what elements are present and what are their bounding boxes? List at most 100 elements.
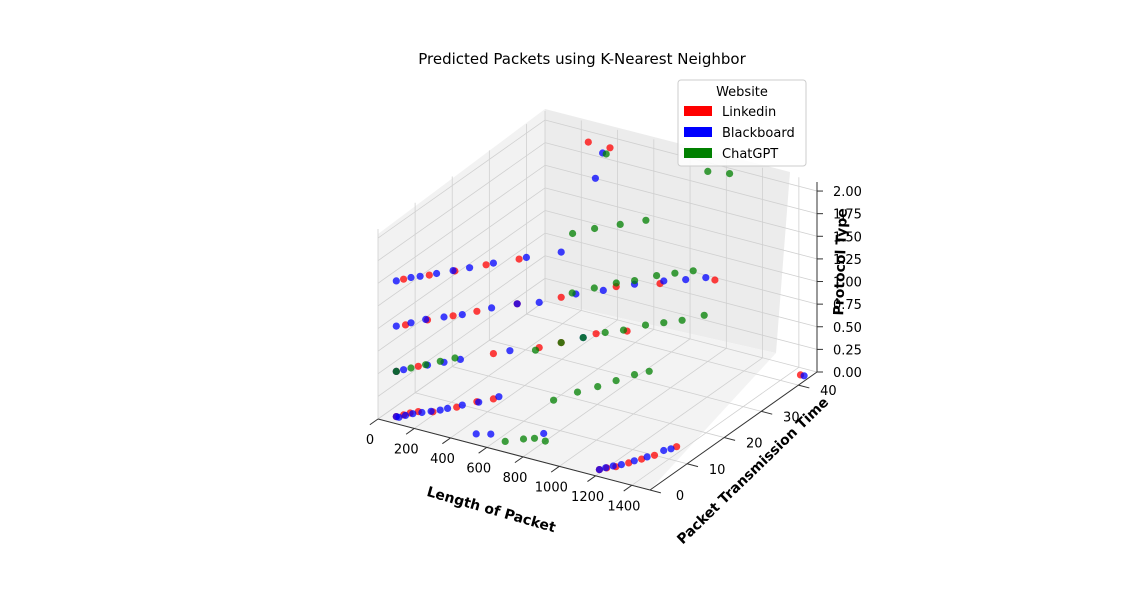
- point-blackboard: [591, 174, 600, 182]
- x-axis-line: [377, 418, 651, 491]
- point-blackboard: [436, 406, 444, 414]
- z-tick-label: 2.00: [833, 185, 862, 200]
- point-chatgpt: [700, 311, 708, 319]
- legend: Website Linkedin Blackboard ChatGPT: [677, 79, 807, 167]
- x-tick-mark: [405, 428, 415, 435]
- point-linkedin: [650, 451, 659, 459]
- x-tick-label: 1400: [607, 499, 640, 514]
- x-gridline: [486, 329, 655, 448]
- z-tick-label: 1.75: [833, 208, 862, 223]
- z-gridline: [544, 232, 818, 305]
- grid-lines: [377, 111, 818, 491]
- point-chatgpt: [645, 367, 653, 375]
- x-tick-mark: [514, 456, 524, 464]
- point-blackboard: [407, 273, 415, 282]
- z-gridline: [544, 277, 818, 350]
- point-chatgpt: [436, 357, 444, 365]
- point-blackboard: [660, 277, 668, 285]
- point-linkedin: [453, 403, 461, 411]
- legend-swatch-linkedin: [684, 106, 712, 116]
- point-linkedin: [401, 321, 410, 329]
- point-blackboard: [409, 410, 417, 418]
- z-gridline: [377, 278, 546, 397]
- point-blackboard: [392, 322, 400, 330]
- point-chatgpt: [422, 361, 430, 369]
- point-blackboard: [407, 319, 415, 327]
- z-tick-label: 1.50: [833, 230, 862, 245]
- x-tick-mark: [369, 418, 379, 426]
- point-chatgpt: [579, 334, 587, 342]
- point-blackboard: [449, 267, 457, 275]
- x-tick-mark: [442, 437, 451, 445]
- y-gridline: [526, 313, 799, 386]
- x-gridline: [595, 357, 763, 477]
- point-chatgpt: [612, 377, 620, 385]
- point-chatgpt: [642, 216, 650, 224]
- legend-swatch-blackboard: [684, 127, 712, 137]
- point-linkedin: [489, 350, 497, 358]
- z-gridline: [377, 119, 546, 239]
- point-linkedin: [489, 395, 497, 403]
- point-chatgpt: [612, 279, 620, 287]
- point-linkedin: [473, 307, 481, 315]
- point-chatgpt: [407, 364, 415, 372]
- point-chatgpt: [631, 277, 639, 285]
- point-blackboard: [472, 430, 480, 438]
- point-blackboard: [440, 313, 448, 321]
- point-chatgpt: [573, 388, 582, 396]
- point-blackboard: [433, 269, 441, 278]
- point-blackboard: [475, 398, 483, 406]
- z-tick-label: 0.25: [833, 343, 862, 358]
- point-linkedin: [711, 276, 719, 284]
- point-linkedin: [638, 455, 646, 463]
- z-gridline: [377, 232, 546, 352]
- point-linkedin: [425, 271, 433, 279]
- point-chatgpt: [601, 328, 609, 337]
- point-linkedin: [482, 261, 490, 269]
- z-tick-label: 0.00: [833, 366, 862, 381]
- z-tick-label: 1.25: [833, 253, 862, 268]
- point-blackboard: [456, 355, 464, 363]
- point-chatgpt: [451, 354, 459, 362]
- z-gridline: [377, 142, 546, 261]
- point-chatgpt: [501, 437, 509, 445]
- point-blackboard: [392, 277, 400, 285]
- point-blackboard: [395, 413, 403, 421]
- legend-label-linkedin: Linkedin: [722, 105, 776, 120]
- legend-box: [677, 79, 807, 167]
- point-linkedin: [625, 459, 633, 467]
- point-chatgpt: [519, 435, 528, 443]
- point-chatgpt: [550, 396, 558, 404]
- chart-title: Predicted Packets using K-Nearest Neighb…: [418, 50, 746, 68]
- axis-lines: [369, 182, 823, 494]
- point-blackboard: [602, 464, 610, 472]
- scatter-points: [392, 138, 808, 474]
- point-blackboard: [466, 264, 474, 272]
- z-gridline: [544, 142, 818, 215]
- point-linkedin: [592, 330, 600, 338]
- x-tick-mark: [587, 475, 596, 482]
- point-chatgpt: [678, 316, 686, 324]
- point-blackboard: [487, 430, 495, 438]
- point-blackboard: [630, 457, 638, 465]
- y-tick-label: 0: [676, 489, 684, 504]
- point-blackboard: [643, 453, 651, 461]
- point-blackboard: [401, 411, 410, 419]
- x-gridline: [450, 319, 618, 439]
- y-tick-mark: [761, 410, 773, 415]
- y-gridline: [452, 366, 725, 438]
- y-tick-mark: [686, 463, 699, 468]
- z-tick-label: 0.50: [833, 321, 862, 336]
- point-linkedin: [557, 293, 565, 301]
- legend-title: Website: [716, 85, 768, 100]
- point-blackboard: [522, 253, 531, 261]
- point-blackboard: [506, 347, 514, 355]
- legend-swatch-chatgpt: [684, 148, 712, 158]
- x-gridline: [631, 366, 800, 486]
- point-blackboard: [800, 372, 808, 380]
- z-tick-label: 0.75: [833, 298, 862, 313]
- point-chatgpt: [619, 326, 628, 334]
- z-gridline: [544, 210, 818, 282]
